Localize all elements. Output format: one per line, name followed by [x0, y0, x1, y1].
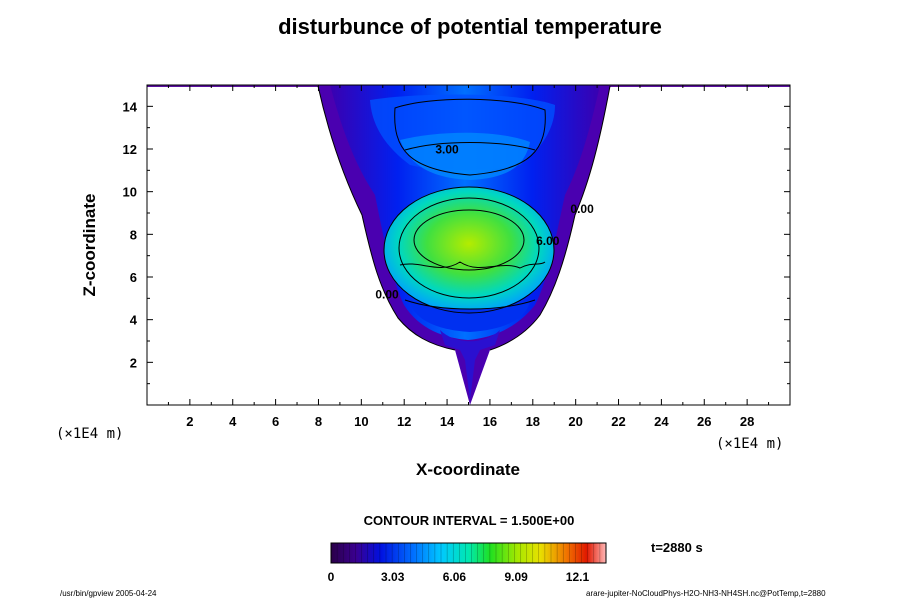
colorbar-frame: [330, 542, 607, 564]
x-tick-label: 12: [397, 414, 411, 429]
y-axis-label: Z-coordinate: [80, 193, 99, 297]
y-tick-label: 14: [123, 99, 138, 114]
time-label: t=2880 s: [651, 540, 703, 555]
y-tick-label: 2: [130, 355, 137, 370]
potential-temperature-field: [147, 85, 790, 405]
x-tick-label: 18: [526, 414, 540, 429]
x-tick-label: 10: [354, 414, 368, 429]
x-tick-label: 4: [229, 414, 237, 429]
contour-label: 6.00: [536, 234, 560, 248]
chart-title: disturbunce of potential temperature: [278, 14, 662, 39]
colorbar: [331, 543, 606, 563]
colorbar-ticks: 0 3.03 6.06 9.09 12.1: [328, 570, 590, 584]
x-tick-label: 8: [315, 414, 322, 429]
x-tick-label: 22: [611, 414, 625, 429]
x-tick-label: 6: [272, 414, 279, 429]
colorbar-divisions: [336, 543, 601, 563]
x-tick-label: 2: [186, 414, 193, 429]
colorbar-tick-label: 0: [328, 570, 335, 584]
x-tick-label: 26: [697, 414, 711, 429]
field-layer-lower: [410, 300, 530, 332]
colorbar-tick-label: 12.1: [566, 570, 590, 584]
y-tick-label: 4: [130, 313, 138, 328]
colorbar-tick-label: 6.06: [443, 570, 467, 584]
y-tick-label: 12: [123, 142, 137, 157]
footer-left: /usr/bin/gpview 2005-04-24: [60, 589, 157, 598]
contour-interval: CONTOUR INTERVAL = 1.500E+00: [363, 513, 575, 528]
colorbar-tick-label: 3.03: [381, 570, 405, 584]
x-tick-label: 28: [740, 414, 754, 429]
x-tick-label: 16: [483, 414, 497, 429]
x-tick-label: 14: [440, 414, 455, 429]
contour-label: 3.00: [435, 142, 459, 156]
x-unit-label: (×1E4 m): [716, 436, 784, 452]
y-tick-label: 6: [130, 270, 137, 285]
footer-right: arare-jupiter-NoCloudPhys-H2O-NH3-NH4SH.…: [586, 589, 826, 598]
colorbar-tick-label: 9.09: [504, 570, 528, 584]
contour-label: 0.00: [570, 202, 594, 216]
contour-labels: 3.00 0.00 6.00 0.00: [375, 142, 594, 301]
x-tick-label: 20: [568, 414, 582, 429]
x-tick-label: 24: [654, 414, 669, 429]
contour-lines: [317, 85, 611, 351]
field-layer-stem: [440, 330, 500, 400]
warm-core: [384, 187, 554, 313]
y-tick-label: 8: [130, 227, 137, 242]
x-axis-label: X-coordinate: [416, 460, 520, 479]
z-unit-label: (×1E4 m): [56, 426, 124, 442]
y-tick-label: 10: [123, 185, 137, 200]
contour-label: 0.00: [375, 287, 399, 301]
